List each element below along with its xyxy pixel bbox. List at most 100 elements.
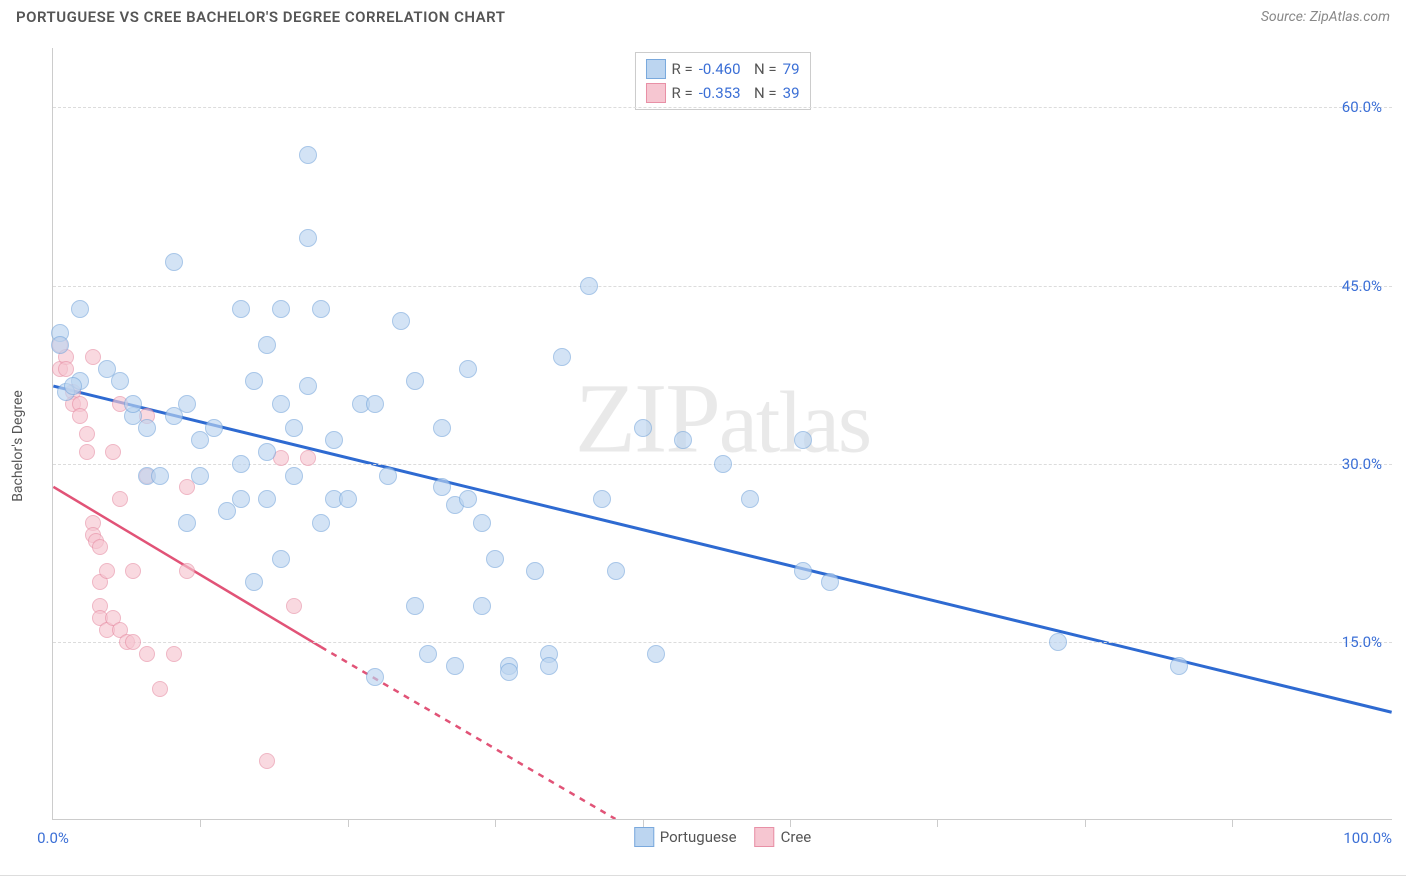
data-point-portuguese [124, 395, 142, 413]
data-point-portuguese [51, 336, 69, 354]
r-value-portuguese: -0.460 [699, 57, 741, 81]
swatch-cree [645, 83, 665, 103]
data-point-portuguese [285, 467, 303, 485]
data-point-portuguese [272, 300, 290, 318]
data-point-cree [152, 681, 168, 697]
data-point-portuguese [64, 377, 82, 395]
legend-label-portuguese: Portuguese [660, 828, 737, 846]
trend-lines-layer [53, 48, 1392, 819]
data-point-portuguese [111, 372, 129, 390]
data-point-portuguese [191, 467, 209, 485]
r-value-cree: -0.353 [699, 81, 741, 105]
data-point-portuguese [647, 645, 665, 663]
data-point-portuguese [258, 443, 276, 461]
data-point-portuguese [379, 467, 397, 485]
data-point-portuguese [178, 514, 196, 532]
data-point-cree [286, 598, 302, 614]
data-point-portuguese [526, 562, 544, 580]
data-point-portuguese [205, 419, 223, 437]
x-tick [200, 819, 201, 827]
data-point-portuguese [258, 490, 276, 508]
data-point-cree [105, 444, 121, 460]
swatch-portuguese-icon [634, 827, 654, 847]
data-point-cree [139, 646, 155, 662]
data-point-portuguese [366, 668, 384, 686]
data-point-cree [125, 634, 141, 650]
data-point-portuguese [714, 455, 732, 473]
data-point-portuguese [553, 348, 571, 366]
data-point-portuguese [406, 597, 424, 615]
gridline [53, 642, 1392, 643]
data-point-portuguese [138, 419, 156, 437]
data-point-portuguese [1049, 633, 1067, 651]
n-value-cree: 39 [783, 81, 800, 105]
data-point-portuguese [299, 229, 317, 247]
y-tick-label: 30.0% [1342, 455, 1382, 473]
data-point-cree [79, 426, 95, 442]
data-point-portuguese [325, 431, 343, 449]
data-point-portuguese [1170, 657, 1188, 675]
data-point-portuguese [151, 467, 169, 485]
y-tick-label: 15.0% [1342, 633, 1382, 651]
data-point-portuguese [165, 253, 183, 271]
data-point-cree [92, 539, 108, 555]
legend-label-cree: Cree [781, 828, 812, 846]
data-point-portuguese [272, 550, 290, 568]
x-tick [643, 819, 644, 827]
data-point-portuguese [433, 478, 451, 496]
data-point-portuguese [392, 312, 410, 330]
data-point-portuguese [272, 395, 290, 413]
data-point-portuguese [339, 490, 357, 508]
swatch-portuguese [645, 59, 665, 79]
data-point-portuguese [741, 490, 759, 508]
data-point-cree [166, 646, 182, 662]
data-point-portuguese [299, 377, 317, 395]
legend-item-portuguese: Portuguese [634, 827, 737, 847]
data-point-portuguese [312, 300, 330, 318]
stats-row-portuguese: R = -0.460 N = 79 [645, 57, 799, 81]
footer-divider [0, 875, 1406, 876]
data-point-portuguese [232, 490, 250, 508]
data-point-portuguese [580, 277, 598, 295]
data-point-portuguese [473, 514, 491, 532]
data-point-portuguese [473, 597, 491, 615]
data-point-portuguese [245, 372, 263, 390]
data-point-cree [179, 563, 195, 579]
y-axis-label: Bachelor's Degree [10, 390, 26, 502]
stats-legend: R = -0.460 N = 79 R = -0.353 N = 39 [634, 52, 810, 110]
data-point-portuguese [71, 300, 89, 318]
data-point-portuguese [540, 657, 558, 675]
data-point-portuguese [794, 431, 812, 449]
data-point-portuguese [258, 336, 276, 354]
data-point-portuguese [232, 300, 250, 318]
data-point-portuguese [486, 550, 504, 568]
data-point-cree [125, 563, 141, 579]
data-point-portuguese [794, 562, 812, 580]
source-attribution: Source: ZipAtlas.com [1261, 9, 1390, 25]
x-axis-min-label: 0.0% [37, 829, 69, 847]
y-tick-label: 60.0% [1342, 98, 1382, 116]
gridline [53, 107, 1392, 108]
swatch-cree-icon [755, 827, 775, 847]
data-point-portuguese [459, 360, 477, 378]
data-point-portuguese [446, 657, 464, 675]
chart-title: PORTUGUESE VS CREE BACHELOR'S DEGREE COR… [16, 8, 505, 26]
data-point-cree [79, 444, 95, 460]
x-tick [790, 819, 791, 827]
data-point-portuguese [366, 395, 384, 413]
data-point-portuguese [500, 663, 518, 681]
scatter-chart: ZIPatlas R = -0.460 N = 79 R = -0.353 N … [52, 48, 1392, 820]
data-point-cree [72, 408, 88, 424]
data-point-portuguese [459, 490, 477, 508]
data-point-portuguese [285, 419, 303, 437]
y-tick-label: 45.0% [1342, 277, 1382, 295]
data-point-portuguese [433, 419, 451, 437]
data-point-cree [300, 450, 316, 466]
series-legend: Portuguese Cree [634, 827, 812, 847]
data-point-cree [112, 491, 128, 507]
data-point-portuguese [674, 431, 692, 449]
data-point-portuguese [607, 562, 625, 580]
data-point-portuguese [419, 645, 437, 663]
data-point-portuguese [178, 395, 196, 413]
data-point-portuguese [593, 490, 611, 508]
